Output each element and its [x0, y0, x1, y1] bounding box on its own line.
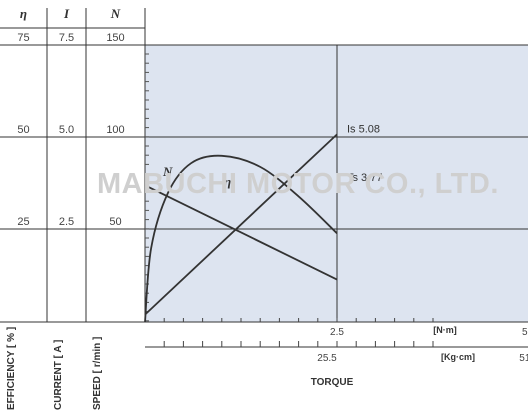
axis-symbol-2: N [110, 6, 121, 21]
y-tick-label: 50 [17, 124, 29, 136]
annotation-1: Ts 3.77 [347, 172, 382, 184]
y-axis-label-1: CURRENT [ A ] [53, 340, 64, 410]
series-line-2 [144, 133, 338, 316]
y-tick-label: 25 [17, 216, 29, 228]
y-tick-label: 5.0 [59, 124, 74, 136]
x-tick-label-nm: 5.0 [522, 327, 528, 338]
x-unit-nm: [N·m] [433, 325, 457, 335]
series-line-1 [144, 154, 338, 323]
x-unit-kgcm: [Kg·cm] [441, 352, 475, 362]
axis-symbol-1: I [63, 6, 70, 21]
y-tick-label: 2.5 [59, 216, 74, 228]
x-tick-label-kgcm: 25.5 [317, 353, 337, 364]
y-tick-label: 7.5 [59, 32, 74, 44]
x-tick-label-kgcm: 51.0 [519, 353, 528, 364]
y-axis-label-0: EFFICIENCY [ % ] [6, 327, 17, 410]
axis-symbol-0: η [20, 6, 27, 21]
series-line-0 [144, 184, 338, 281]
x-axis-label: TORQUE [311, 377, 354, 388]
series-label-speed: N [162, 164, 173, 179]
y-tick-label: 150 [106, 32, 124, 44]
y-tick-label: 75 [17, 32, 29, 44]
annotation-0: Is 5.08 [347, 123, 380, 135]
y-tick-label: 100 [106, 124, 124, 136]
series-label-efficiency: η [224, 174, 231, 189]
x-tick-label-nm: 2.5 [330, 327, 344, 338]
y-axis-label-2: SPEED [ r/min ] [92, 337, 103, 410]
y-tick-label: 50 [109, 216, 121, 228]
